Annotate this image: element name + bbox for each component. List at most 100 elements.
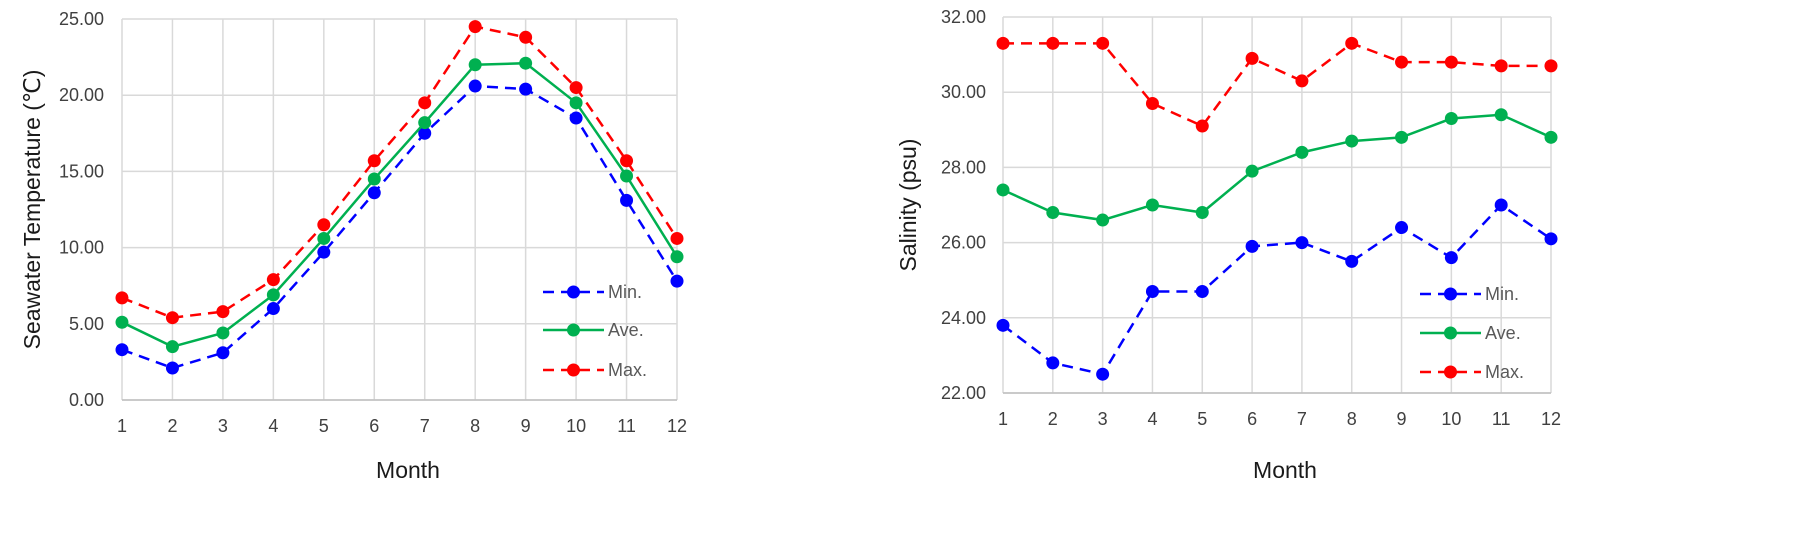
data-point-max [317, 218, 331, 232]
x-tick-label: 2 [167, 416, 177, 436]
data-point-ave [1145, 198, 1159, 212]
y-axis-title: Seawater Temperature (℃) [19, 70, 45, 350]
legend-label-ave: Ave. [608, 320, 644, 340]
data-point-min [1145, 284, 1159, 298]
data-point-max [1046, 36, 1060, 50]
data-point-max [996, 36, 1010, 50]
data-point-ave [569, 96, 583, 110]
data-point-max [519, 30, 533, 44]
series-line-min [121, 84, 679, 370]
data-point-min [1395, 221, 1409, 235]
data-point-min [1295, 236, 1309, 250]
data-point-min [569, 111, 583, 125]
data-point-max [1345, 36, 1359, 50]
y-tick-label: 5.00 [69, 314, 104, 334]
data-point-ave [418, 116, 432, 130]
data-point-min [468, 79, 482, 93]
x-tick-label: 1 [998, 409, 1008, 429]
data-point-ave [317, 231, 331, 245]
legend-label-ave: Ave. [1485, 323, 1521, 343]
data-point-max [1395, 55, 1409, 69]
data-point-max [1295, 74, 1309, 88]
legend-marker-ave [1444, 326, 1457, 340]
data-point-ave [1096, 213, 1110, 227]
data-point-ave [216, 326, 230, 340]
data-point-min [367, 186, 381, 200]
legend-marker-max [1444, 365, 1457, 379]
x-tick-label: 4 [268, 416, 278, 436]
y-tick-label: 28.00 [941, 157, 986, 177]
data-point-min [266, 302, 280, 316]
series-line-min [1002, 203, 1552, 376]
x-tick-label: 11 [617, 416, 636, 436]
data-point-ave [165, 340, 179, 354]
x-tick-label: 4 [1147, 409, 1157, 429]
data-point-min [620, 193, 634, 207]
legend-marker-max [567, 363, 580, 377]
data-point-max [1544, 59, 1558, 73]
data-point-min [519, 82, 533, 96]
data-point-ave [266, 288, 280, 302]
legend-label-min: Min. [608, 282, 642, 302]
x-tick-label: 12 [1541, 409, 1561, 429]
legend-marker-ave [567, 323, 580, 337]
data-point-max [569, 81, 583, 95]
data-point-ave [1544, 130, 1558, 144]
y-tick-label: 30.00 [941, 82, 986, 102]
data-point-ave [1444, 112, 1458, 126]
x-tick-label: 3 [218, 416, 228, 436]
data-point-ave [468, 58, 482, 72]
data-point-max [1195, 119, 1209, 133]
x-tick-label: 5 [1197, 409, 1207, 429]
data-point-min [418, 126, 432, 140]
data-point-max [468, 20, 482, 34]
data-point-min [1444, 251, 1458, 265]
x-tick-label: 9 [521, 416, 531, 436]
series-line-max [1003, 41, 1551, 128]
legend-label-max: Max. [1485, 362, 1524, 382]
data-point-ave [1345, 134, 1359, 148]
data-point-min [1046, 356, 1060, 370]
legend-marker-min [567, 285, 580, 299]
y-tick-label: 32.00 [941, 7, 986, 27]
data-point-ave [1046, 206, 1060, 220]
data-point-ave [115, 315, 129, 329]
y-tick-label: 25.00 [59, 9, 104, 29]
series-line-max [121, 25, 679, 319]
x-tick-label: 1 [117, 416, 127, 436]
x-tick-label: 5 [319, 416, 329, 436]
x-tick-label: 11 [1492, 409, 1511, 429]
data-point-ave [1494, 108, 1508, 122]
y-tick-label: 20.00 [59, 85, 104, 105]
data-point-min [1544, 232, 1558, 246]
data-point-max [216, 305, 230, 319]
data-point-min [1345, 254, 1359, 268]
y-tick-label: 10.00 [59, 238, 104, 258]
data-point-min [1195, 284, 1209, 298]
y-tick-label: 22.00 [941, 383, 986, 403]
x-tick-label: 7 [1297, 409, 1307, 429]
data-point-ave [1395, 130, 1409, 144]
data-point-max [165, 311, 179, 325]
data-point-max [418, 96, 432, 110]
data-point-max [620, 154, 634, 168]
x-tick-label: 10 [566, 416, 586, 436]
x-tick-label: 6 [1247, 409, 1257, 429]
data-point-max [367, 154, 381, 168]
data-point-ave [519, 56, 533, 70]
y-tick-label: 15.00 [59, 161, 104, 181]
data-point-max [1444, 55, 1458, 69]
data-point-min [1494, 198, 1508, 212]
x-tick-label: 3 [1098, 409, 1108, 429]
data-point-min [216, 346, 230, 360]
x-axis-title: Month [1253, 457, 1317, 483]
legend-marker-min [1444, 287, 1457, 301]
data-point-max [266, 273, 280, 287]
data-point-min [996, 318, 1010, 332]
data-point-min [115, 343, 129, 357]
data-point-ave [367, 172, 381, 186]
x-tick-label: 7 [420, 416, 430, 436]
y-tick-label: 24.00 [941, 308, 986, 328]
